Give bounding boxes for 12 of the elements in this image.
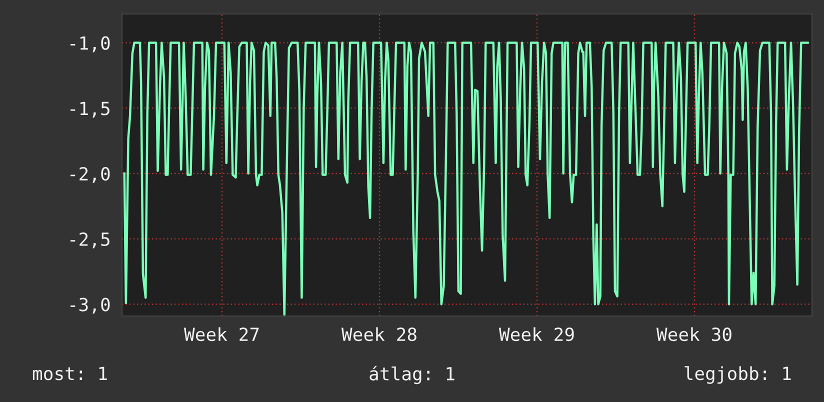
x-tick-label: Week 27 (184, 327, 259, 342)
x-tick-label: Week 28 (341, 327, 416, 342)
y-tick-label: -2,5 (70, 232, 110, 248)
y-tick-label: -1,0 (70, 36, 110, 52)
y-tick-label: -1,5 (70, 102, 110, 118)
x-tick-label: Week 30 (656, 327, 732, 342)
text: átlag: 1 (370, 366, 454, 384)
text: most: 1 (32, 366, 107, 380)
text: legjobb: 1 (684, 366, 791, 384)
y-tick-label: -2,0 (70, 167, 110, 183)
y-tick-label: -3,0 (70, 298, 110, 314)
x-tick-label: Week 29 (498, 327, 574, 342)
